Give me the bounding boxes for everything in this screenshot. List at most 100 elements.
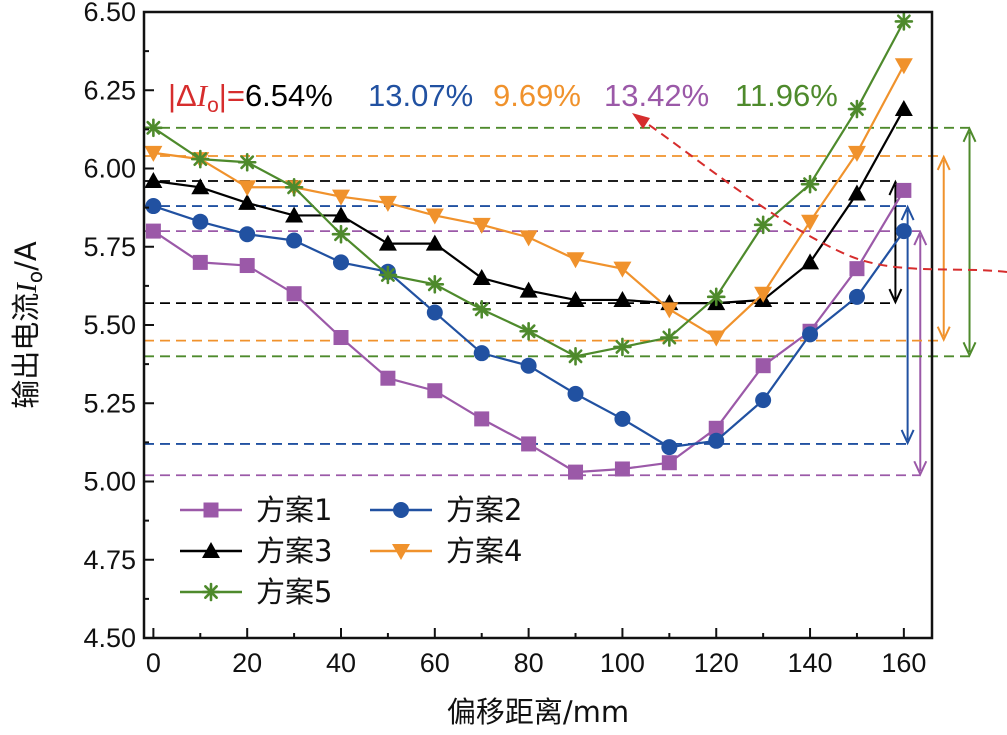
x-tick-label: 40: [326, 648, 356, 678]
data-point: [145, 198, 162, 215]
data-point: [847, 145, 866, 162]
legend-label: 方案3: [256, 534, 332, 568]
data-point: [660, 328, 679, 347]
data-point: [284, 177, 304, 197]
data-point: [708, 432, 725, 449]
data-point: [474, 411, 490, 427]
series-5: [144, 12, 914, 366]
range-arrow-head: [936, 154, 951, 171]
data-point: [144, 172, 163, 189]
data-point: [894, 12, 914, 31]
data-point: [332, 206, 350, 223]
delta-value: 13.42%: [604, 78, 709, 113]
legend-marker: [392, 544, 410, 560]
data-point: [145, 223, 161, 239]
y-tick-label: 5.25: [83, 388, 136, 418]
data-point: [238, 180, 257, 197]
data-point: [521, 436, 537, 452]
data-point: [847, 99, 867, 119]
data-point: [801, 253, 820, 270]
data-point: [192, 213, 209, 230]
x-tick-label: 140: [788, 648, 833, 678]
range-arrow-head: [900, 429, 915, 446]
range-arrow-head: [888, 288, 903, 305]
data-point: [660, 302, 679, 319]
data-point: [568, 464, 584, 480]
legend-item: 方案5: [180, 575, 332, 609]
axis-ticks: 0 20 40 60 80 100 120 140 160 4.50 4.75 5.00 5.25 5.5…: [83, 0, 926, 678]
range-arrow-head: [936, 326, 951, 343]
y-tick-label: 6.50: [83, 0, 136, 27]
y-tick-label: 6.00: [83, 154, 136, 184]
x-tick-label: 20: [232, 648, 262, 678]
data-point: [847, 184, 866, 201]
data-point: [380, 370, 396, 386]
data-point: [519, 230, 538, 247]
x-tick-label: 100: [600, 648, 645, 678]
legend-item: 方案1: [180, 493, 332, 527]
y-tick-label: 5.50: [83, 310, 136, 340]
legend-label: 方案1: [256, 493, 332, 527]
axis-titles: 偏移距离/mm 输出电流Io/A: [9, 241, 629, 729]
data-point: [613, 337, 632, 357]
delta-annotation: |ΔIo|=6.54% 13.07% 9.69% 13.42% 11.96%: [168, 78, 1007, 273]
data-point: [286, 232, 303, 249]
data-point: [753, 215, 773, 235]
series-2: [145, 198, 912, 456]
range-arrow-head: [962, 341, 977, 358]
data-point: [238, 193, 257, 210]
data-point: [566, 346, 585, 366]
data-point: [754, 286, 773, 303]
y-tick-label: 5.75: [83, 232, 136, 262]
data-point: [378, 234, 397, 251]
data-point: [519, 281, 538, 298]
y-tick-label: 4.75: [83, 545, 136, 575]
legend-label: 方案4: [446, 534, 522, 568]
data-point: [427, 383, 443, 399]
legend-marker: [202, 542, 220, 558]
data-point: [895, 223, 912, 240]
data-point: [802, 326, 819, 343]
data-point: [237, 152, 257, 172]
pointer-arrowhead: [632, 113, 650, 129]
data-point: [708, 420, 724, 436]
x-tick-label: 120: [694, 648, 739, 678]
legend-label: 方案2: [446, 493, 522, 527]
series-layer: [144, 12, 914, 480]
data-point: [239, 226, 256, 243]
delta-label: |ΔIo|=6.54%: [168, 78, 333, 117]
y-axis-title: 输出电流Io/A: [9, 241, 47, 409]
legend-item: 方案2: [370, 493, 522, 527]
series-3: [144, 100, 913, 311]
data-point: [472, 300, 492, 319]
legend-marker: [201, 582, 221, 602]
range-arrow-head: [913, 229, 928, 246]
data-point: [566, 290, 585, 307]
data-point: [425, 275, 445, 294]
data-point: [285, 206, 304, 223]
data-point: [331, 224, 351, 244]
data-point: [707, 330, 726, 347]
data-point: [801, 214, 820, 231]
data-point: [613, 261, 632, 278]
delta-value: 11.96%: [735, 78, 838, 113]
data-point: [239, 258, 255, 274]
data-point: [286, 286, 302, 302]
legend: 方案1 方案2 方案3 方案4 方案5: [180, 493, 522, 609]
data-point: [520, 357, 537, 374]
x-tick-label: 0: [146, 648, 161, 678]
data-point: [191, 178, 210, 195]
data-point: [333, 254, 349, 271]
data-point: [755, 392, 772, 409]
data-point: [800, 174, 820, 194]
data-point: [426, 304, 443, 321]
data-point: [849, 261, 865, 277]
data-point: [894, 58, 913, 75]
pointer-curve: [641, 119, 1007, 273]
range-arrow-head: [900, 204, 915, 221]
data-point: [894, 100, 913, 117]
data-point: [896, 182, 912, 198]
x-tick-label: 80: [514, 648, 544, 678]
legend-label: 方案5: [256, 575, 332, 609]
